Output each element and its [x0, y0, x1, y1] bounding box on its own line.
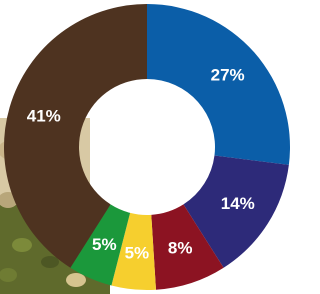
chart: 27% 14% 8% 5% 5% 41%: [0, 0, 291, 294]
data-label: 5%: [125, 244, 150, 263]
data-label: 14%: [221, 194, 255, 213]
data-label: 27%: [211, 65, 245, 84]
data-label: 5%: [92, 235, 117, 254]
data-label: 8%: [168, 239, 193, 258]
data-label: 41%: [27, 106, 61, 125]
donut-segment: [147, 4, 290, 165]
